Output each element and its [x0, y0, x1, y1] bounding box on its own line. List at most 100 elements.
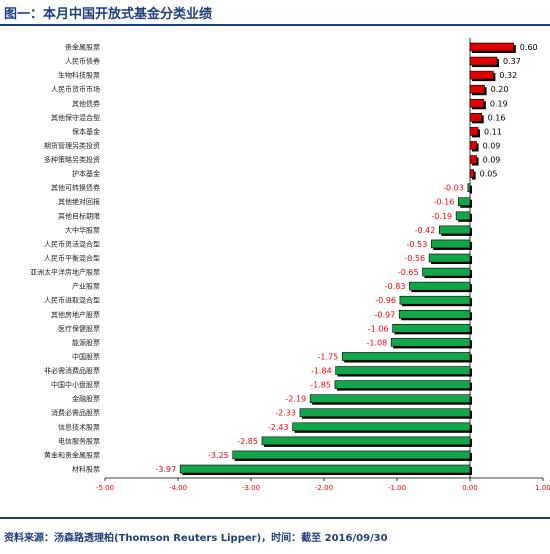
category-label: 信息技术股票 — [58, 422, 100, 431]
bar — [469, 169, 474, 178]
category-label: 中国中小盘股票 — [51, 380, 100, 389]
category-label: 中国股票 — [72, 352, 100, 361]
data-label: -1.06 — [368, 324, 389, 333]
category-label: 电信服务股票 — [58, 436, 100, 445]
data-label: 0.16 — [488, 113, 506, 122]
bar — [467, 183, 471, 192]
category-label: 能源股票 — [72, 338, 100, 347]
data-label: -3.25 — [208, 451, 229, 460]
category-label: 人民币灵活混合型 — [44, 239, 100, 248]
data-label: -2.85 — [237, 437, 258, 446]
x-tick-label: 0.00 — [462, 484, 478, 492]
data-label: 0.60 — [520, 43, 538, 52]
data-label: -0.16 — [434, 198, 455, 207]
x-tick-label: -1.00 — [388, 484, 406, 492]
x-tick-label: -4.00 — [169, 484, 187, 492]
category-label: 人民币进取混合型 — [44, 296, 100, 305]
bar — [399, 295, 471, 305]
data-label: -2.33 — [275, 409, 296, 418]
data-label: -0.19 — [431, 212, 452, 221]
bar — [469, 141, 477, 150]
bar — [292, 422, 471, 432]
bar-shadow — [469, 185, 472, 194]
bar — [469, 155, 477, 164]
data-label: 0.37 — [503, 57, 521, 66]
bar — [469, 56, 498, 66]
bar — [398, 309, 471, 319]
bar — [179, 464, 471, 474]
bar — [469, 84, 485, 94]
bar-chart: -5.00 -4.00 -3.00 -2.00 -1.00 0.00 1.00 贵金属股票 0… — [30, 38, 550, 492]
category-label: 护本基金 — [72, 169, 100, 178]
data-label: -0.42 — [415, 226, 436, 235]
bar — [409, 281, 471, 291]
data-label: 0.05 — [480, 170, 498, 179]
category-label: 其他绝对回报 — [58, 197, 100, 206]
category-label: 人民币货币市场 — [51, 85, 100, 94]
data-label: -1.75 — [318, 352, 339, 361]
category-label: 其他可转换债券 — [51, 183, 100, 192]
data-label: 0.32 — [499, 71, 517, 80]
bar — [458, 197, 471, 207]
data-label: -1.08 — [366, 338, 387, 347]
data-label: -0.53 — [407, 240, 428, 249]
x-tick-label: -3.00 — [242, 484, 260, 492]
category-label: 医疗保健股票 — [58, 324, 100, 333]
category-label: 多种策略另类投资 — [44, 155, 100, 164]
bar — [422, 267, 471, 277]
category-label: 人民币债券 — [65, 57, 100, 66]
data-label: -3.97 — [155, 465, 176, 474]
bar — [299, 408, 471, 418]
bar — [341, 352, 471, 361]
category-label: 大中华股票 — [65, 225, 100, 234]
bars-group — [179, 42, 516, 475]
category-label: 生物科技股票 — [58, 71, 100, 80]
category-label: 贵金属股票 — [65, 43, 100, 52]
data-label: 0.20 — [491, 85, 509, 94]
bar — [469, 98, 485, 108]
source-rule — [0, 517, 550, 519]
data-label: 0.09 — [483, 141, 501, 150]
data-label: -0.96 — [375, 296, 396, 305]
bar — [390, 338, 471, 347]
category-label: 人民币平衡混合型 — [44, 254, 100, 263]
data-label: -2.19 — [285, 395, 306, 404]
data-label: 0.11 — [484, 127, 502, 136]
x-tick-label: 1.00 — [535, 484, 550, 492]
category-label: 保本基金 — [72, 127, 100, 136]
data-label: 0.09 — [483, 156, 501, 165]
chart-title: 图一：本月中国开放式基金分类业绩 — [4, 7, 213, 22]
category-label: 其他房地产股票 — [51, 310, 100, 319]
data-label: -0.56 — [404, 254, 425, 263]
bar — [469, 113, 482, 122]
axis-group: -5.00 -4.00 -3.00 -2.00 -1.00 0.00 1.00 — [96, 38, 550, 492]
x-tick-label: -5.00 — [96, 484, 114, 492]
bar — [428, 253, 471, 263]
category-label: 其他目标期限 — [58, 211, 100, 220]
category-label: 其他保守混合型 — [51, 113, 100, 122]
data-label: -0.65 — [398, 268, 419, 277]
bar — [455, 211, 471, 221]
category-label: 产业股票 — [72, 282, 100, 291]
bar — [469, 127, 479, 136]
source-note: 资料来源：汤森路透理柏(Thomson Reuters Lipper)，时间：截… — [4, 533, 388, 544]
category-label: 亚洲太平洋房地产股票 — [30, 268, 100, 277]
title-rule — [0, 24, 550, 26]
category-label: 材料股票 — [72, 465, 100, 474]
category-label: 黄金和贵金属股票 — [44, 450, 100, 459]
bar — [334, 380, 471, 389]
bar — [469, 70, 494, 80]
bar — [232, 450, 471, 460]
bar — [335, 366, 471, 375]
data-label: -0.03 — [443, 184, 464, 193]
category-label: 金融股票 — [72, 394, 100, 403]
bar — [439, 225, 471, 235]
data-label: -1.84 — [311, 367, 332, 376]
data-label: -2.43 — [268, 423, 289, 432]
bar — [469, 42, 515, 52]
labels-group: 贵金属股票 0.60 人民币债券 0.37 生物科技股票 0.32 人民币货币市场 0.20 其… — [30, 43, 538, 475]
data-label: -0.83 — [385, 282, 406, 291]
bar — [392, 324, 471, 333]
data-label: 0.19 — [490, 99, 508, 108]
category-label: 消费必需品股票 — [51, 408, 100, 417]
